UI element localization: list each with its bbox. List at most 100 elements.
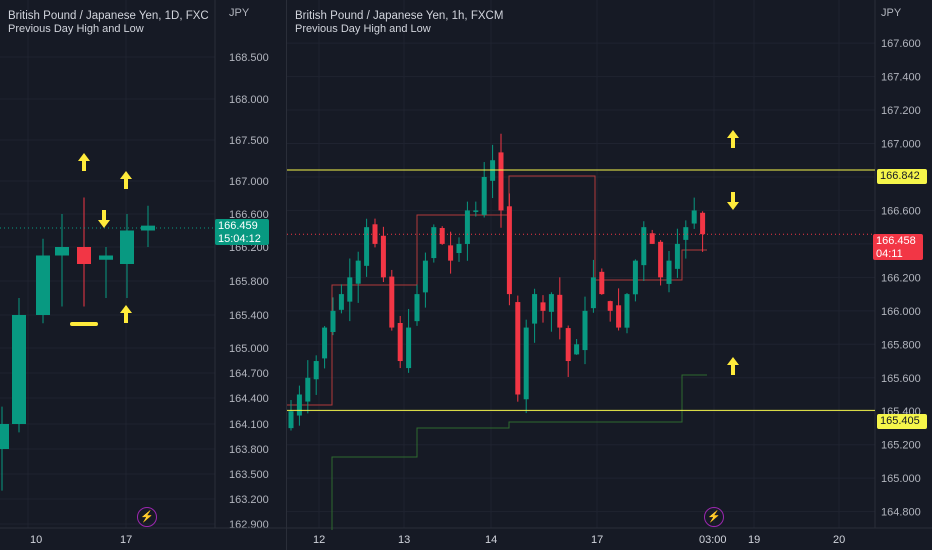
candle-body [523,327,529,400]
arrow-up-icon [727,357,739,375]
arrow-up-icon [120,305,132,323]
candle-body [330,310,336,332]
daily-last-price: 166.459 [218,220,258,232]
candle-body [464,210,470,244]
candle-body [540,302,546,311]
candle-body [36,255,50,315]
candle-body [296,394,302,416]
hourly-chart-canvas[interactable]: 167.600167.400167.200167.000166.800166.6… [287,0,932,550]
previous-day-high-badge: 166.842 [877,169,927,184]
candle-body [658,241,664,278]
price-tick-label: 166.200 [881,272,921,284]
date-tick-label: 13 [398,534,410,546]
candle-body [683,227,689,240]
candle-body [616,305,622,328]
annotation-dash [70,322,98,326]
price-tick-label: 164.800 [881,507,921,519]
candle-body [632,260,638,295]
arrow-down-icon [727,192,739,210]
candle-body [565,328,571,362]
candle-body [364,227,370,266]
price-tick-label: 167.500 [229,135,269,147]
hourly-countdown: 04:11 [876,248,903,260]
price-tick-label: 166.200 [229,242,269,254]
candle-body [77,247,91,264]
price-tick-label: 167.400 [881,72,921,84]
price-tick-label: 163.800 [229,444,269,456]
candle-body [397,323,403,362]
candle-body [506,206,512,295]
date-tick-label: 03:00 [699,534,727,546]
candle-body [590,277,596,309]
candle-body [599,271,605,295]
arrow-down-icon [98,210,110,228]
price-tick-label: 167.000 [229,176,269,188]
candle-body [574,344,580,355]
date-tick-label: 17 [120,534,132,546]
hourly-chart-pane[interactable]: 167.600167.400167.200167.000166.800166.6… [286,0,932,550]
arrow-up-icon [120,171,132,189]
candle-body [55,247,69,256]
daily-chart-pane[interactable]: 168.500 168.000 167.500 167.000 166.600 166.2… [0,0,286,550]
candle-body [12,315,26,424]
candle-body [473,210,479,212]
candle-body [389,276,395,328]
hourly-last-price-badge: 166.458 04:11 [873,234,923,260]
previous-day-low-line [331,374,707,530]
candle-body [456,243,462,254]
candle-body [313,361,319,380]
candle-body [99,255,113,260]
candle-body [439,227,445,244]
hourly-chart-title: British Pound / Japanese Yen, 1h, FXCM [295,10,504,22]
arrow-up-icon [78,153,90,171]
candle-body [0,424,9,449]
price-tick-label: 165.800 [881,339,921,351]
candle-body [347,277,353,302]
daily-countdown: 15:04:12 [218,233,261,245]
daily-indicator-label[interactable]: Previous Day High and Low [8,23,144,35]
hourly-indicator-label[interactable]: Previous Day High and Low [295,23,431,35]
candle-body [481,176,487,215]
candle-body [700,212,706,235]
price-tick-label: 163.200 [229,494,269,506]
price-tick-label: 164.100 [229,419,269,431]
hourly-currency-unit: JPY [881,7,902,19]
date-tick-label: 12 [313,534,325,546]
candle-body [406,327,412,369]
price-tick-label: 167.200 [881,105,921,117]
candle-body [515,302,521,395]
price-tick-label: 166.600 [229,209,269,221]
price-tick-label: 168.500 [229,52,269,64]
candle-body [532,294,538,324]
candle-body [666,260,672,284]
hourly-last-price: 166.458 [876,235,916,247]
bolt-icon[interactable]: ⚡ [704,507,724,527]
candle-body [624,294,630,328]
daily-chart-title: British Pound / Japanese Yen, 1D, FXC [8,10,209,22]
price-tick-label: 166.000 [881,306,921,318]
candle-body [691,210,697,224]
candle-body [380,235,386,278]
previous-day-low-badge: 165.405 [877,414,927,429]
price-tick-label: 162.900 [229,519,269,531]
candle-body [431,227,437,259]
price-tick-label: 168.000 [229,94,269,106]
date-tick-label: 10 [30,534,42,546]
candle-body [322,327,328,359]
price-tick-label: 166.600 [881,205,921,217]
bolt-icon[interactable]: ⚡ [137,507,157,527]
candle-body [649,233,655,244]
candle-body [607,301,613,311]
arrow-up-icon [727,130,739,148]
price-tick-label: 165.800 [229,276,269,288]
price-tick-label: 167.600 [881,38,921,50]
date-tick-label: 14 [485,534,497,546]
candle-body [338,294,344,310]
price-tick-label: 165.200 [881,440,921,452]
candle-body [490,160,496,181]
candle-body [414,294,420,322]
candle-body [448,245,454,261]
daily-chart-canvas[interactable]: 168.500 168.000 167.500 167.000 166.600 166.2… [0,0,286,550]
price-tick-label: 165.000 [881,473,921,485]
date-tick-label: 20 [833,534,845,546]
